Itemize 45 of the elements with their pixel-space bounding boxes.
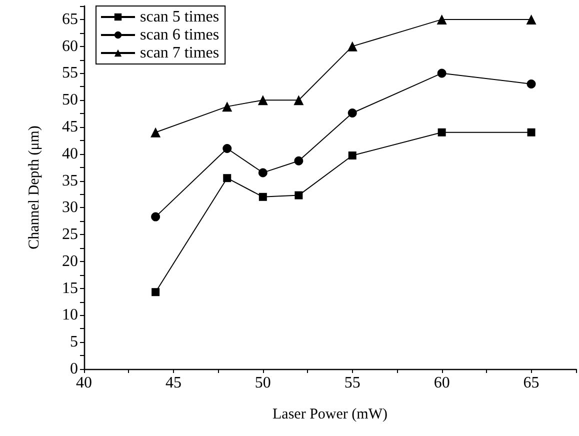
point xyxy=(294,156,304,166)
point xyxy=(294,191,303,200)
point xyxy=(437,68,446,78)
point xyxy=(526,79,536,88)
legend-label: scan 5 times xyxy=(140,8,220,26)
x-tick-label: 45 xyxy=(165,374,182,392)
x-tick-label: 60 xyxy=(434,374,450,392)
y-tick-label: 10 xyxy=(62,306,78,324)
point xyxy=(258,168,268,178)
legend-label: scan 6 times xyxy=(140,26,220,44)
point xyxy=(151,212,160,222)
point xyxy=(222,102,232,112)
y-tick-label: 5 xyxy=(70,334,78,351)
point xyxy=(223,174,232,182)
y-tick-label: 45 xyxy=(62,118,78,136)
point xyxy=(258,192,267,201)
x-tick-label: 65 xyxy=(523,374,540,392)
point xyxy=(294,95,304,106)
y-tick-label: 25 xyxy=(62,226,78,244)
point xyxy=(526,14,536,24)
point xyxy=(258,95,268,106)
x-axis-title: Laser Power (mW) xyxy=(272,406,388,422)
y-tick-label: 50 xyxy=(62,92,78,109)
x-tick-label: 55 xyxy=(344,374,360,392)
y-tick-label: 65 xyxy=(62,10,78,28)
point xyxy=(348,108,357,118)
point xyxy=(347,41,358,52)
legend-label: scan 7 times xyxy=(140,44,220,62)
y-tick-label: 55 xyxy=(62,64,78,82)
y-axis-title: Channel Depth (μm) xyxy=(26,126,42,250)
y-tick-label: 35 xyxy=(62,172,78,190)
point xyxy=(436,14,447,24)
point xyxy=(348,152,356,160)
point xyxy=(438,128,446,136)
x-tick-label: 50 xyxy=(254,374,271,392)
y-tick-label: 30 xyxy=(62,199,78,216)
y-tick-label: 20 xyxy=(62,252,78,270)
point xyxy=(527,128,536,136)
point xyxy=(150,127,161,138)
point xyxy=(152,288,160,296)
point xyxy=(222,144,232,154)
y-tick-label: 40 xyxy=(62,145,78,162)
y-tick-label: 0 xyxy=(70,360,78,378)
y-tick-label: 15 xyxy=(62,280,78,297)
y-tick-label: 60 xyxy=(62,38,78,55)
